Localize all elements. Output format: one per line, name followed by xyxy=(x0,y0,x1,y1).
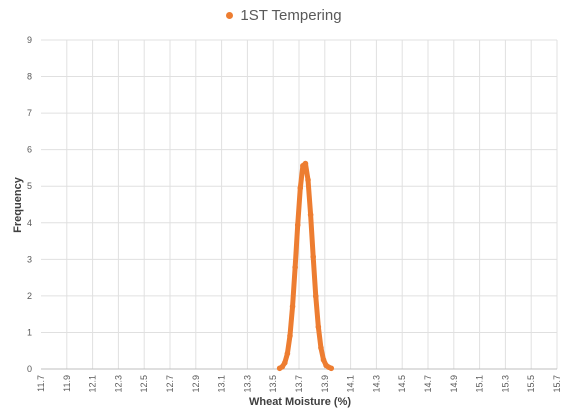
data-point xyxy=(294,222,301,228)
y-tick-label: 0 xyxy=(27,364,32,374)
x-tick-label: 14.9 xyxy=(449,375,459,393)
data-point xyxy=(289,303,296,310)
data-point xyxy=(320,357,327,363)
legend: 1ST Tempering xyxy=(0,7,568,24)
data-point xyxy=(312,293,319,300)
data-point xyxy=(279,364,286,370)
x-tick-label: 13.9 xyxy=(320,375,330,393)
x-tick-label: 14.1 xyxy=(346,375,356,393)
series-trail xyxy=(277,161,334,371)
x-tick-label: 13.5 xyxy=(268,375,278,393)
y-tick-label: 8 xyxy=(27,72,32,82)
data-point xyxy=(310,253,316,260)
data-point xyxy=(305,177,311,183)
data-point xyxy=(318,344,324,351)
y-tick-label: 7 xyxy=(27,108,32,118)
y-tick-label: 1 xyxy=(27,327,32,337)
data-point xyxy=(302,160,309,167)
y-tick-label: 9 xyxy=(27,35,32,45)
y-tick-label: 6 xyxy=(27,145,32,155)
x-tick-label: 11.7 xyxy=(36,375,46,392)
data-point xyxy=(282,359,288,366)
x-tick-label: 12.1 xyxy=(88,375,98,393)
x-tick-label: 15.3 xyxy=(500,375,510,393)
x-tick-label: 15.1 xyxy=(475,375,485,393)
series-points xyxy=(276,160,335,372)
data-point xyxy=(284,350,291,357)
gridlines xyxy=(41,39,558,369)
y-tick-label: 3 xyxy=(27,254,32,264)
x-tick-label: 14.7 xyxy=(423,375,433,393)
x-tick-label: 12.9 xyxy=(191,375,201,393)
x-tick-label: 12.7 xyxy=(165,375,175,393)
y-tick-label: 4 xyxy=(27,218,32,228)
x-tick-label: 12.3 xyxy=(113,375,123,393)
x-tick-label: 15.7 xyxy=(552,375,562,393)
x-axis-title: Wheat Moisture (%) xyxy=(249,396,351,408)
data-point xyxy=(307,211,314,218)
y-axis-title: Frequency xyxy=(12,176,24,233)
data-point xyxy=(328,365,335,372)
y-tick-label: 2 xyxy=(27,291,32,301)
tick-labels: 0 1 2 3 4 5 6 7 8 9 11.7 11.9 12.1 12.3 12.5 12.7 12.9 13… xyxy=(27,35,562,393)
x-tick-label: 12.5 xyxy=(139,375,149,393)
data-point xyxy=(315,324,322,330)
data-point xyxy=(297,185,304,191)
data-point xyxy=(287,332,293,339)
legend-label: 1ST Tempering xyxy=(240,7,342,24)
x-tick-label: 11.9 xyxy=(62,375,72,392)
x-tick-label: 13.3 xyxy=(242,375,252,393)
y-tick-label: 5 xyxy=(27,181,32,191)
legend-marker xyxy=(226,12,234,19)
x-tick-label: 15.5 xyxy=(526,375,536,393)
x-tick-label: 14.5 xyxy=(397,375,407,393)
x-tick-label: 13.1 xyxy=(217,375,227,393)
x-tick-label: 14.3 xyxy=(371,375,381,393)
x-tick-label: 13.7 xyxy=(294,375,304,393)
data-point xyxy=(292,264,298,271)
